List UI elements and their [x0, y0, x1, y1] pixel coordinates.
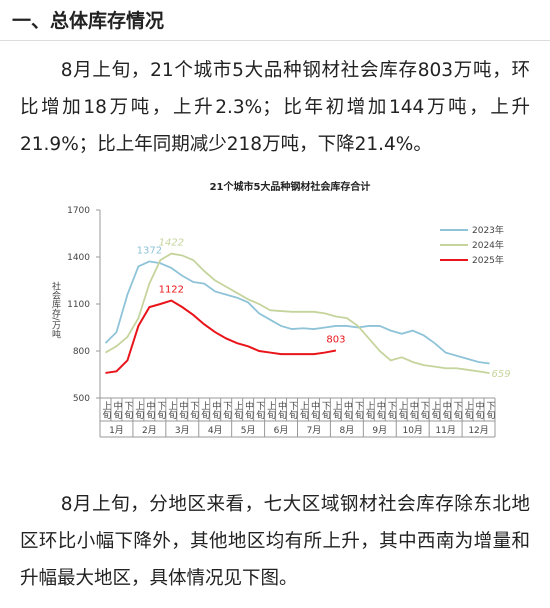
x-tick-label: 中旬 [474, 400, 485, 420]
x-tick-label: 上旬 [397, 401, 408, 420]
x-tick-label: 下旬 [485, 401, 496, 420]
chart: 21个城市5大品种钢材社会库存合计 社会库存/万吨 500 800 1100 1400… [50, 180, 511, 438]
x-tick-label: 下旬 [287, 401, 298, 420]
x-tick-label: 上旬 [199, 401, 210, 420]
month-label: 5月 [241, 425, 256, 436]
x-tick-label: 上旬 [133, 401, 144, 420]
month-label: 4月 [208, 425, 223, 436]
x-tick-label: 中旬 [210, 400, 221, 420]
y-tick-label: 800 [73, 347, 90, 357]
x-tick-label: 下旬 [386, 401, 397, 420]
paragraph: 8月上旬，21个城市5大品种钢材社会库存803万吨，环比增加18万吨，上升2.3… [20, 60, 530, 155]
data-label: 1422 [159, 238, 184, 249]
y-axis-label: 社会库存/万吨 [50, 280, 61, 338]
divider [0, 40, 550, 41]
x-tick-label: 中旬 [243, 400, 254, 420]
x-tick-label: 下旬 [353, 401, 364, 420]
month-label: 7月 [307, 425, 322, 436]
y-tick-label: 1700 [67, 206, 90, 216]
x-tick-label: 上旬 [463, 401, 474, 420]
x-tick-label: 中旬 [276, 400, 287, 420]
x-tick-label: 下旬 [122, 401, 133, 420]
x-tick-label: 中旬 [177, 400, 188, 420]
x-tick-label: 上旬 [298, 401, 309, 420]
series-line [105, 299, 337, 374]
month-label: 8月 [340, 425, 355, 436]
month-label: 9月 [372, 425, 387, 436]
x-tick-label: 下旬 [419, 401, 430, 420]
x-tick-label: 下旬 [320, 401, 331, 420]
data-label: 1122 [159, 285, 184, 296]
y-tick-label: 500 [73, 394, 90, 404]
y-tick-label: 1100 [67, 300, 90, 310]
legend-label: 2024年 [472, 239, 504, 251]
x-tick-label: 上旬 [232, 401, 243, 420]
x-tick-label: 下旬 [221, 401, 232, 420]
x-tick-label: 下旬 [452, 401, 463, 420]
x-tick-label: 下旬 [254, 401, 265, 420]
y-tick-label: 1400 [67, 253, 90, 263]
x-tick-label: 上旬 [430, 401, 441, 420]
legend-label: 2025年 [472, 254, 504, 266]
x-tick-label: 中旬 [375, 400, 386, 420]
month-label: 11月 [435, 425, 455, 436]
data-label: 659 [492, 369, 511, 380]
month-label: 10月 [402, 425, 422, 436]
x-tick-label: 中旬 [342, 400, 353, 420]
month-label: 12月 [468, 425, 488, 436]
x-tick-label: 上旬 [166, 401, 177, 420]
x-tick-label: 中旬 [144, 400, 155, 420]
month-label: 6月 [274, 425, 289, 436]
x-tick-label: 中旬 [309, 400, 320, 420]
series-line [104, 260, 490, 365]
x-tick-label: 中旬 [441, 400, 452, 420]
legend-label: 2023年 [472, 224, 504, 236]
series-line [105, 252, 490, 374]
x-tick-label: 下旬 [188, 401, 199, 420]
x-tick-label: 上旬 [331, 401, 342, 420]
month-label: 1月 [109, 425, 124, 436]
x-tick-label: 中旬 [111, 400, 122, 420]
data-label: 1372 [137, 245, 162, 256]
x-tick-label: 上旬 [100, 401, 111, 420]
chart-title: 21个城市5大品种钢材社会库存合计 [210, 180, 371, 193]
x-tick-label: 下旬 [155, 401, 166, 420]
x-tick-label: 上旬 [265, 401, 276, 420]
x-tick-label: 中旬 [408, 400, 419, 420]
data-label: 803 [326, 335, 345, 346]
paragraph: 8月上旬，分地区来看，七大区域钢材社会库存除东北地区环比小幅下降外，其他地区均有… [20, 494, 530, 589]
month-label: 3月 [175, 425, 190, 436]
x-tick-label: 上旬 [364, 401, 375, 420]
heading: 一、总体库存情况 [12, 10, 165, 32]
month-label: 2月 [142, 425, 157, 436]
